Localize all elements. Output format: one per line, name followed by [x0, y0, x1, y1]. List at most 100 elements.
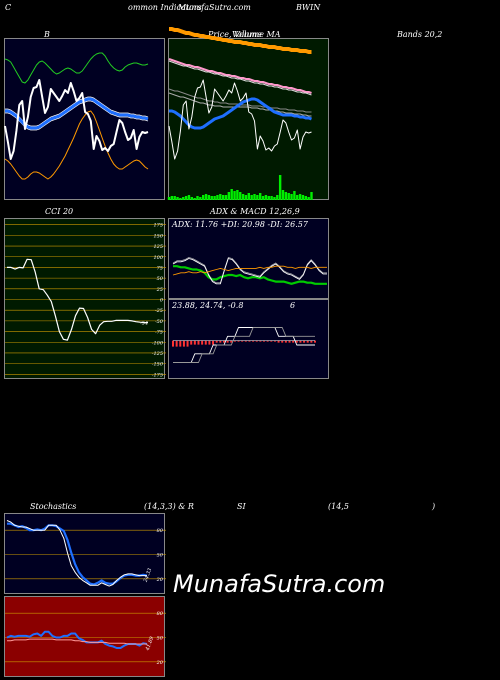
bollinger-title-right: Bands 20,2: [397, 30, 443, 39]
cci-tick-label: 50: [157, 276, 164, 282]
macd-histogram-bar: [277, 340, 280, 343]
rsi-ma-line: [7, 638, 147, 645]
volume-bar: [176, 197, 179, 200]
header-left-letter: C: [5, 3, 12, 12]
stochastics-d-line: [6, 520, 147, 587]
cci-tick-label: 125: [153, 244, 163, 250]
stochastics-title: Stochastics: [30, 502, 77, 511]
macd-histogram-bar: [215, 340, 218, 343]
cci-tick-label: -75: [155, 330, 163, 336]
bollinger-upper-line: [4, 52, 149, 84]
macd-histogram-bar: [314, 340, 316, 343]
cci-tick-label: 150: [153, 233, 163, 239]
volume-bar: [259, 193, 262, 200]
rsi-panel: 80 50 20 41.89: [4, 596, 166, 677]
macd-histogram-bar: [179, 340, 182, 347]
volume-bar: [236, 190, 239, 200]
rsi-tick-label: 50: [157, 636, 164, 642]
cci-tick-label: 0: [160, 298, 164, 304]
cci-chart: 175 150 125 100 75 50 25 0 -25 -50 -75 -100 -125 -150…: [5, 223, 166, 378]
macd-macd-line: [173, 327, 315, 363]
volume-bar: [298, 194, 302, 200]
cci-tick-label: -125: [152, 351, 163, 357]
cci-value-label: -54: [140, 321, 148, 327]
bollinger-chart: [4, 52, 149, 180]
rsi-close-paren: ): [432, 502, 436, 511]
macd-panel: 23.88, 24.74, -0.8 6: [168, 299, 329, 379]
volume-bar: [301, 195, 305, 200]
macd-histogram-bar: [263, 340, 266, 342]
macd-values-label: 23.88, 24.74, -0.8: [172, 301, 244, 310]
volume-bar: [281, 190, 285, 200]
volume-bar: [233, 191, 236, 200]
volume-bar: [224, 195, 228, 200]
rsi-tick-label: 80: [157, 611, 164, 617]
volume-bar: [170, 196, 174, 200]
adx-macd-title: ADX & MACD 12,26,9: [210, 207, 300, 216]
header-symbol: BWIN: [296, 3, 321, 12]
macd-histogram-bar: [241, 340, 244, 342]
macd-histogram-bar: [208, 340, 211, 345]
macd-histogram-bar: [175, 340, 178, 347]
volume-bar: [310, 192, 313, 200]
volume-bar: [284, 192, 288, 200]
cci-line: [7, 258, 148, 341]
rsi-rsi-line: [6, 630, 148, 649]
price-volume-ma-pink-line: [168, 58, 312, 94]
cci-tick-label: -50: [155, 319, 164, 325]
volume-bar: [182, 197, 185, 200]
macd-histogram-bar: [299, 340, 302, 343]
header-indicators-title: ommon Indicators: [128, 3, 202, 12]
volume-bar: [264, 195, 268, 200]
macd-signal-line: [173, 327, 315, 363]
volume-bar: [296, 195, 299, 200]
price-volume-overlay-title: Volume: [232, 30, 262, 39]
macd-histogram-bar: [233, 340, 236, 342]
bollinger-panel: [4, 38, 165, 200]
volume-bar: [184, 196, 188, 200]
bollinger-title: B: [44, 30, 50, 39]
stochastics-panel: 80 50 20 24.33: [4, 513, 166, 594]
stochastics-tick-label: 50: [157, 553, 164, 559]
price-volume-ma-grey2-line: [168, 92, 312, 117]
macd-histogram-bar: [255, 340, 258, 342]
volume-bar: [187, 195, 191, 200]
macd-histogram-bar: [212, 340, 215, 345]
volume-bar: [261, 196, 265, 200]
volume-bar: [250, 195, 253, 200]
volume-bar: [216, 195, 219, 200]
macd-histogram-bar: [310, 340, 313, 343]
rsi-chart: 80 50 20 41.89: [5, 611, 166, 666]
cci-tick-label: -175: [152, 372, 163, 378]
stochastics-rsi-params: (14,3,3) & R: [144, 502, 194, 511]
volume-bar: [267, 196, 270, 200]
rsi-value-label: 41.89: [144, 635, 155, 652]
volume-bar: [273, 197, 276, 200]
macd-histogram-bar: [244, 340, 247, 342]
price-volume-title: Price, Volume MA: [208, 30, 281, 39]
bollinger-middle-edge-line: [5, 100, 149, 131]
volume-bar: [290, 194, 293, 200]
cci-tick-label: 100: [153, 255, 163, 261]
macd-histogram-bar: [288, 340, 291, 343]
volume-bar: [202, 195, 205, 200]
volume-bar: [219, 194, 222, 200]
rsi-params: (14,5: [328, 502, 349, 511]
price-volume-panel: [167, 27, 329, 200]
macd-histogram-bar: [204, 340, 207, 345]
macd-histogram-bar: [226, 340, 229, 343]
volume-bar: [278, 175, 282, 200]
volume-bar: [190, 197, 193, 200]
cci-tick-label: -25: [155, 308, 163, 314]
macd-histogram-bar: [197, 340, 200, 345]
adx-panel: ADX: 11.76 +DI: 20.98 -DI: 26.57: [168, 218, 329, 299]
stochastics-tick-label: 80: [157, 528, 164, 534]
macd-histogram-bar: [222, 340, 225, 343]
macd-histogram-bar: [270, 340, 273, 342]
rsi-title: SI: [237, 502, 246, 511]
volume-bar: [207, 195, 211, 200]
watermark: MunafaSutra.com: [173, 570, 386, 598]
adx-plus-di-line: [172, 258, 327, 285]
volume-bar: [173, 196, 176, 200]
